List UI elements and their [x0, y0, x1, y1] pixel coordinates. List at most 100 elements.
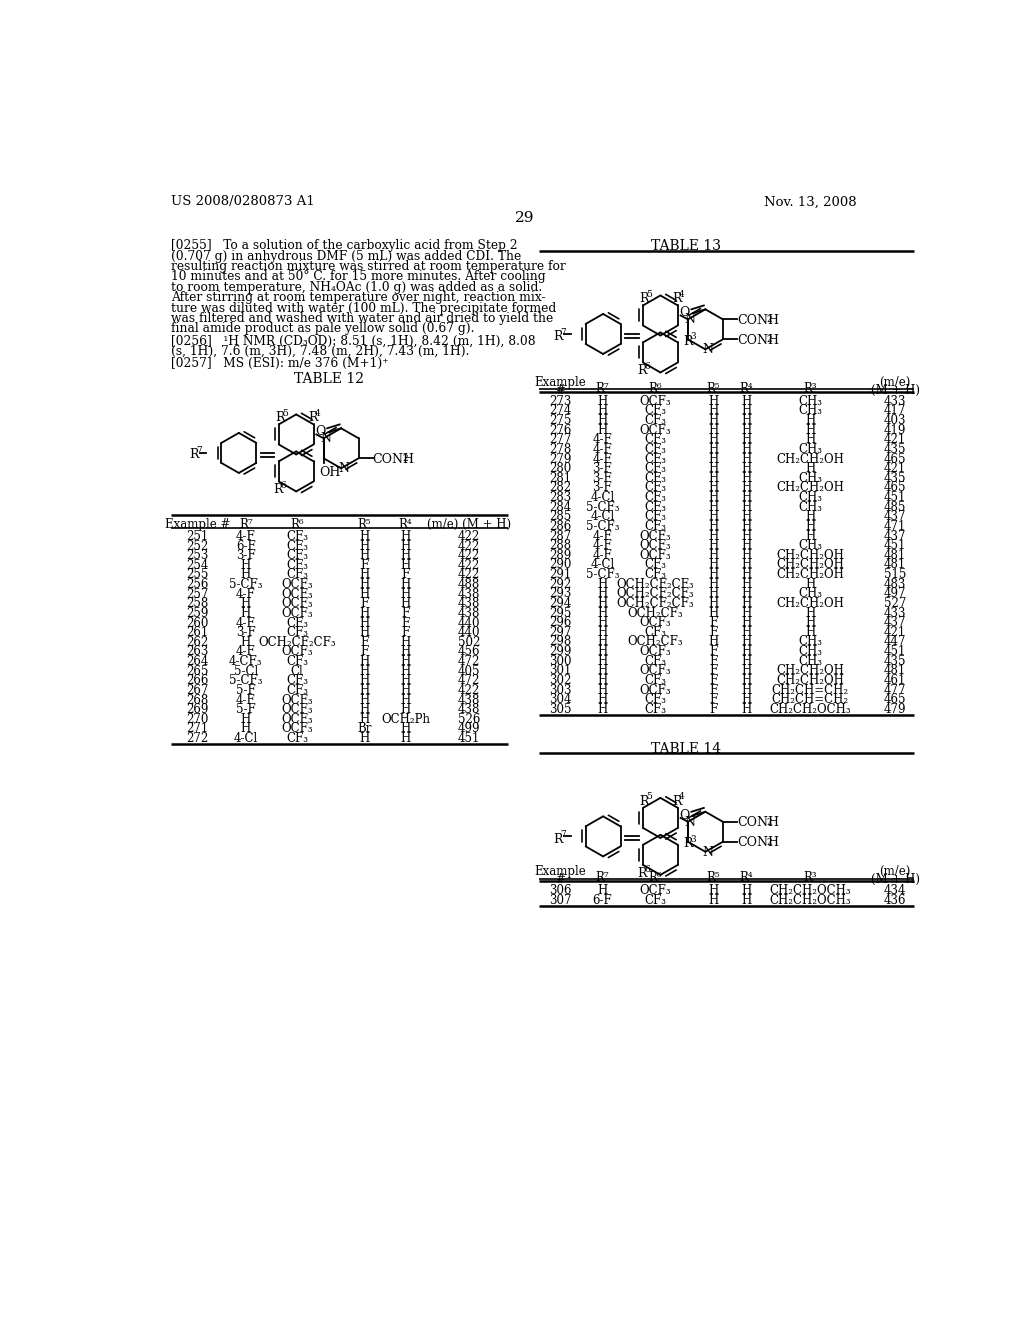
Text: 437: 437 — [884, 616, 906, 630]
Text: 4-F: 4-F — [593, 539, 612, 552]
Text: H: H — [400, 540, 411, 553]
Text: H: H — [805, 626, 815, 639]
Text: H: H — [741, 607, 752, 619]
Text: 287: 287 — [549, 529, 571, 543]
Text: H: H — [708, 471, 718, 484]
Text: CH₂CH₂OH: CH₂CH₂OH — [776, 549, 844, 562]
Text: F: F — [360, 598, 369, 610]
Text: [0257]   MS (ESI): m/e 376 (M+1)⁺: [0257] MS (ESI): m/e 376 (M+1)⁺ — [171, 356, 388, 370]
Text: 252: 252 — [186, 540, 209, 553]
Text: H: H — [241, 569, 251, 581]
Text: H: H — [359, 569, 370, 581]
Text: OCF₃: OCF₃ — [282, 578, 312, 591]
Text: CF₃: CF₃ — [644, 655, 666, 668]
Text: H: H — [708, 404, 718, 417]
Text: 472: 472 — [458, 655, 480, 668]
Text: CH₃: CH₃ — [798, 645, 822, 659]
Text: 293: 293 — [549, 587, 571, 601]
Text: H: H — [805, 433, 815, 446]
Text: Example: Example — [535, 376, 587, 388]
Text: OCF₃: OCF₃ — [639, 549, 671, 562]
Text: 447: 447 — [884, 635, 906, 648]
Text: 280: 280 — [549, 462, 571, 475]
Text: H: H — [741, 520, 752, 533]
Text: H: H — [741, 433, 752, 446]
Text: 438: 438 — [458, 598, 480, 610]
Text: CF₃: CF₃ — [286, 558, 308, 572]
Text: H: H — [741, 471, 752, 484]
Text: CH₃: CH₃ — [798, 635, 822, 648]
Text: OCH₂CF₂CF₃: OCH₂CF₂CF₃ — [616, 587, 694, 601]
Text: 6: 6 — [280, 480, 286, 490]
Text: H: H — [708, 587, 718, 601]
Text: 285: 285 — [549, 511, 571, 523]
Text: 300: 300 — [549, 655, 571, 668]
Text: 273: 273 — [549, 395, 571, 408]
Text: CONH: CONH — [737, 837, 779, 849]
Text: H: H — [741, 587, 752, 601]
Text: H: H — [241, 607, 251, 620]
Text: H: H — [708, 549, 718, 562]
Text: CF₃: CF₃ — [286, 626, 308, 639]
Text: H: H — [597, 404, 607, 417]
Text: CF₃: CF₃ — [286, 529, 308, 543]
Text: H: H — [359, 549, 370, 562]
Text: R⁴: R⁴ — [739, 871, 754, 884]
Text: H: H — [241, 636, 251, 649]
Text: H: H — [708, 453, 718, 466]
Text: 6: 6 — [644, 865, 650, 874]
Text: 422: 422 — [458, 569, 480, 581]
Text: H: H — [741, 626, 752, 639]
Text: F: F — [360, 558, 369, 572]
Text: H: H — [805, 529, 815, 543]
Text: R⁷: R⁷ — [239, 517, 253, 531]
Text: 255: 255 — [186, 569, 209, 581]
Text: H: H — [597, 635, 607, 648]
Text: 2: 2 — [402, 454, 408, 463]
Text: OCF₃: OCF₃ — [282, 704, 312, 717]
Text: 7: 7 — [560, 327, 566, 337]
Text: H: H — [597, 675, 607, 686]
Text: 4-Cl: 4-Cl — [233, 733, 258, 744]
Text: 422: 422 — [458, 529, 480, 543]
Text: 265: 265 — [186, 665, 209, 677]
Text: H: H — [597, 655, 607, 668]
Text: 421: 421 — [884, 626, 906, 639]
Text: 262: 262 — [186, 636, 209, 649]
Text: 299: 299 — [549, 645, 571, 659]
Text: 4-F: 4-F — [236, 587, 256, 601]
Text: 5-CF₃: 5-CF₃ — [586, 568, 620, 581]
Text: CH₂CH=CH₂: CH₂CH=CH₂ — [771, 693, 849, 706]
Text: (M + H): (M + H) — [870, 384, 920, 397]
Text: H: H — [741, 500, 752, 513]
Text: H: H — [741, 529, 752, 543]
Text: H: H — [359, 655, 370, 668]
Text: H: H — [741, 664, 752, 677]
Text: R: R — [275, 412, 285, 424]
Text: 481: 481 — [884, 664, 906, 677]
Text: H: H — [241, 598, 251, 610]
Text: CF₃: CF₃ — [644, 444, 666, 455]
Text: H: H — [597, 664, 607, 677]
Text: F: F — [709, 664, 717, 677]
Text: OCF₃: OCF₃ — [282, 713, 312, 726]
Text: H: H — [597, 597, 607, 610]
Text: H: H — [741, 482, 752, 495]
Text: H: H — [708, 539, 718, 552]
Text: F: F — [401, 607, 410, 620]
Text: 438: 438 — [458, 607, 480, 620]
Text: 302: 302 — [549, 675, 571, 686]
Text: Br: Br — [357, 722, 372, 735]
Text: TABLE 13: TABLE 13 — [651, 239, 721, 253]
Text: H: H — [400, 733, 411, 744]
Text: 29: 29 — [515, 211, 535, 224]
Text: OCF₃: OCF₃ — [639, 529, 671, 543]
Text: H: H — [597, 587, 607, 601]
Text: 258: 258 — [186, 598, 209, 610]
Text: H: H — [597, 578, 607, 590]
Text: N: N — [702, 343, 714, 356]
Text: H: H — [359, 675, 370, 688]
Text: 274: 274 — [549, 404, 571, 417]
Text: CF₃: CF₃ — [644, 568, 666, 581]
Text: [0255]   To a solution of the carboxylic acid from Step 2: [0255] To a solution of the carboxylic a… — [171, 239, 517, 252]
